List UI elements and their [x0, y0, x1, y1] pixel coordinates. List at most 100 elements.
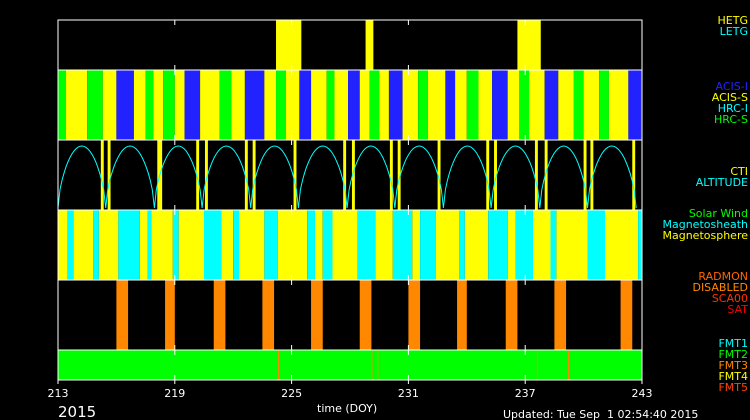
instrument-segment-36: [519, 70, 530, 140]
instrument-segment-9: [174, 70, 185, 140]
environment-segment-17: [307, 210, 315, 280]
instrument-segment-4: [116, 70, 134, 140]
environment-segment-0: [58, 210, 68, 280]
environment-segment-28: [464, 210, 489, 280]
instrument-segment-30: [445, 70, 456, 140]
legend-instrument-2: HRC-I: [718, 102, 748, 115]
instrument-segment-37: [529, 70, 545, 140]
legend-format-2: FMT3: [718, 359, 748, 372]
x-tick-label-2: 225: [281, 387, 302, 400]
x-tick-label-5: 243: [632, 387, 653, 400]
environment-segment-18: [314, 210, 323, 280]
legend-instrument-0: ACIS-I: [716, 80, 748, 93]
environment-segment-5: [118, 210, 140, 280]
panel-frame-format: [57, 349, 643, 381]
environment-segment-33: [550, 210, 557, 280]
instrument-segment-8: [163, 70, 175, 140]
cti-segment-7: [293, 140, 297, 210]
instrument-segment-41: [583, 70, 600, 140]
instrument-segment-18: [299, 70, 312, 140]
radiation-segment-2: [213, 280, 226, 350]
environment-segment-34: [556, 210, 588, 280]
panels-group: [57, 19, 643, 381]
radiation-segment-4: [311, 280, 323, 350]
instrument-segment-13: [231, 70, 245, 140]
environment-segment-27: [459, 210, 465, 280]
radiation-segment-0: [116, 280, 129, 350]
environment-segment-6: [139, 210, 148, 280]
environment-segment-16: [277, 210, 308, 280]
instrument-segment-32: [466, 70, 479, 140]
format-mark-1: [371, 350, 373, 380]
cti-segment-8: [343, 140, 347, 210]
cti-segment-19: [632, 140, 636, 210]
instrument-segment-12: [219, 70, 232, 140]
cti-segment-6: [252, 140, 256, 210]
cti-segment-10: [389, 140, 393, 210]
panel-grating: [57, 19, 643, 71]
instrument-segment-19: [311, 70, 327, 140]
instrument-segment-22: [348, 70, 360, 140]
legend-format-3: FMT4: [718, 370, 748, 383]
grating-segment-1: [365, 20, 374, 70]
panel-instrument: [57, 69, 643, 141]
legend-radiation-3: SAT: [727, 303, 748, 316]
format-segment-0: [58, 350, 642, 380]
cti-segment-0: [100, 140, 104, 210]
instrument-segment-31: [455, 70, 467, 140]
cti-segment-1: [107, 140, 111, 210]
environment-segment-20: [332, 210, 358, 280]
legend-grating-0: HETG: [718, 14, 748, 27]
environment-segment-14: [239, 210, 265, 280]
instrument-segment-35: [507, 70, 520, 140]
instrument-segment-43: [608, 70, 629, 140]
panel-frame-grating: [57, 19, 643, 71]
instrument-segment-15: [264, 70, 277, 140]
cti-segment-13: [486, 140, 490, 210]
instrument-segment-39: [558, 70, 574, 140]
environment-segment-23: [392, 210, 413, 280]
environment-segment-21: [357, 210, 376, 280]
x-axis-label: time (DOY): [317, 402, 377, 415]
instrument-segment-5: [133, 70, 146, 140]
environment-segment-35: [587, 210, 606, 280]
legend-radiation-0: RADMON: [698, 270, 748, 283]
x-tick-label-4: 237: [515, 387, 536, 400]
instrument-segment-23: [359, 70, 370, 140]
radiation-segment-1: [165, 280, 175, 350]
instrument-segment-16: [276, 70, 286, 140]
cti-segment-15: [534, 140, 538, 210]
updated-timestamp: Updated: Tue Sep 1 02:54:40 2015: [503, 408, 698, 420]
radiation-segment-3: [262, 280, 275, 350]
legend-instrument-1: ACIS-S: [712, 91, 748, 104]
environment-segment-3: [93, 210, 99, 280]
legend-cti-altitude-1: ALTITUDE: [696, 176, 748, 189]
cti-segment-14: [494, 140, 497, 210]
legend-grating-1: LETG: [720, 25, 748, 38]
cti-segment-3: [196, 140, 200, 210]
instrument-segment-29: [427, 70, 446, 140]
environment-segment-37: [638, 210, 642, 280]
environment-segment-36: [605, 210, 639, 280]
environment-segment-2: [73, 210, 94, 280]
instrument-segment-40: [573, 70, 584, 140]
instrument-segment-21: [334, 70, 349, 140]
environment-segment-8: [151, 210, 173, 280]
instrument-segment-7: [153, 70, 164, 140]
environment-segment-10: [178, 210, 204, 280]
environment-segment-11: [204, 210, 222, 280]
radiation-segment-8: [505, 280, 518, 350]
instrument-segment-44: [628, 70, 642, 140]
environment-segment-19: [322, 210, 333, 280]
environment-segment-12: [221, 210, 234, 280]
radiation-segment-5: [359, 280, 372, 350]
legend-format-1: FMT2: [718, 348, 748, 361]
environment-segment-29: [488, 210, 508, 280]
radiation-segment-9: [554, 280, 567, 350]
environment-segment-9: [172, 210, 179, 280]
legend-instrument-3: HRC-S: [714, 113, 748, 126]
cti-segment-4: [204, 140, 208, 210]
instrument-segment-42: [599, 70, 609, 140]
environment-segment-30: [507, 210, 516, 280]
